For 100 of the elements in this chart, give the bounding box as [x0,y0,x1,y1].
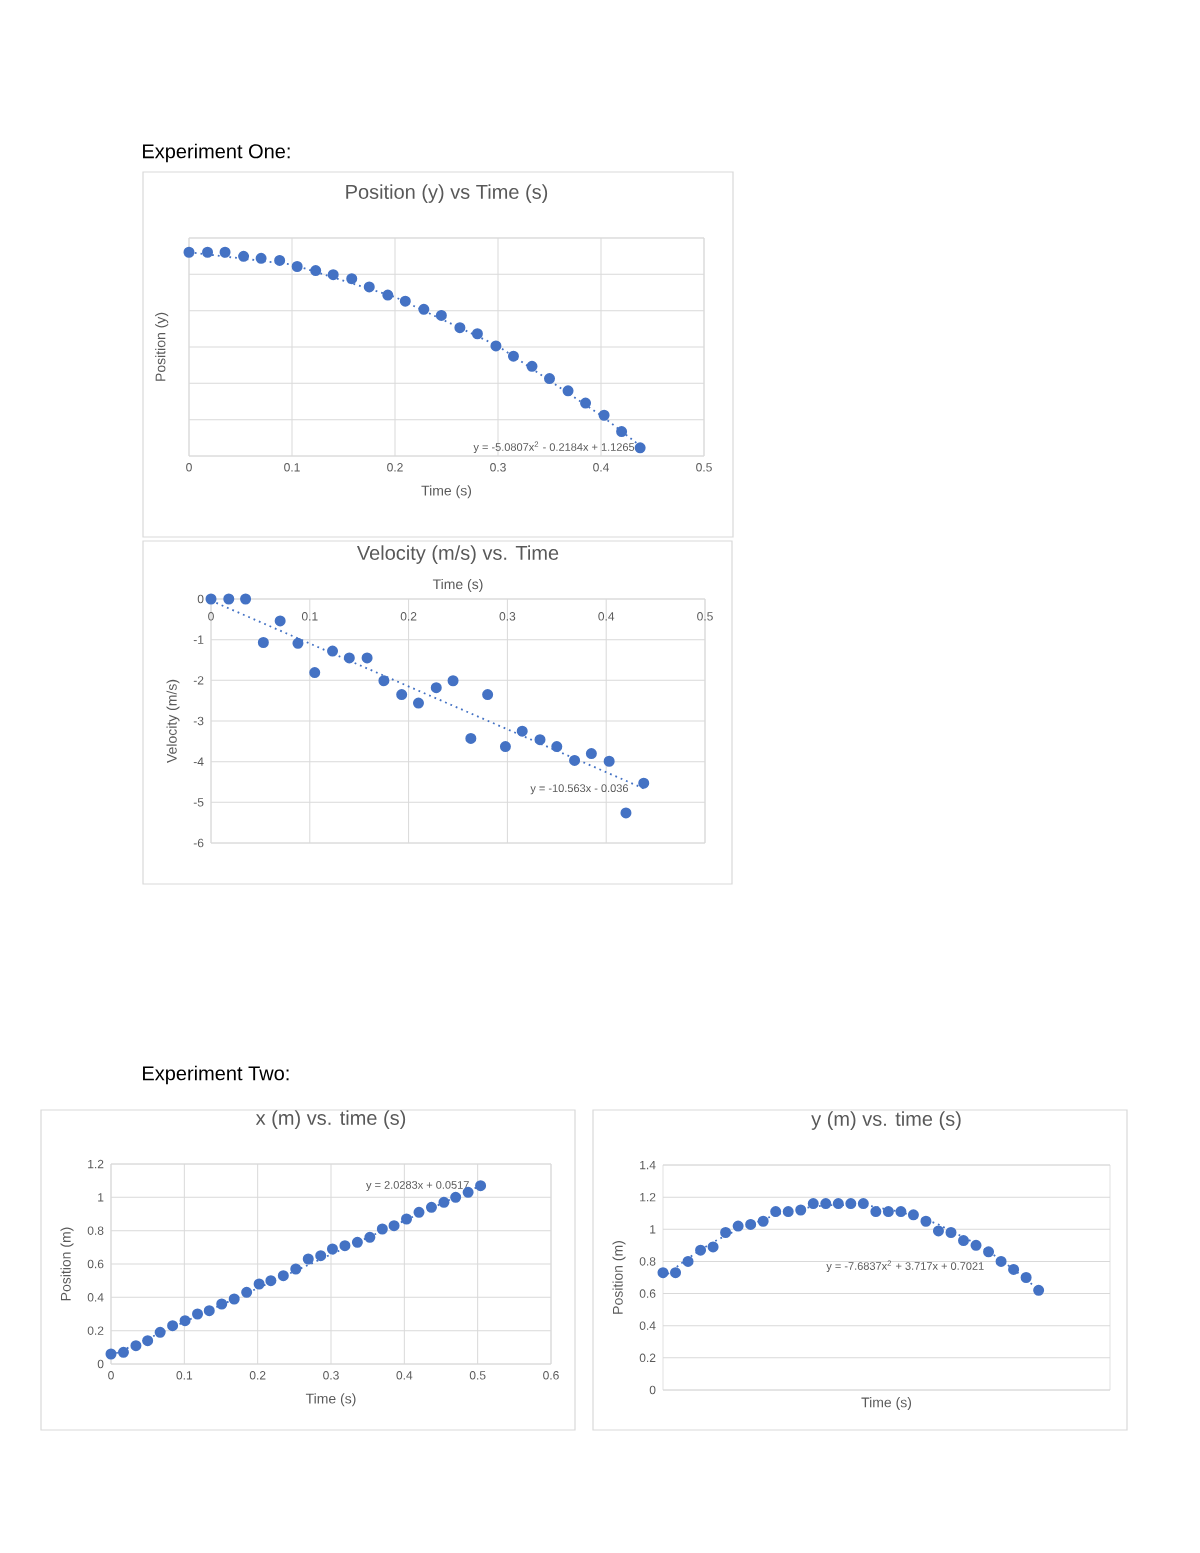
point [203,1305,215,1317]
point [388,1220,400,1232]
point [435,309,447,321]
point [255,252,267,264]
point [378,675,390,687]
y-axis-title: Position (y) [155,312,169,381]
point [544,373,556,385]
point [382,289,394,301]
point [401,1213,413,1225]
point [413,1206,425,1218]
point [970,1239,982,1251]
point [707,1241,719,1253]
point [585,748,597,760]
point [425,1201,437,1213]
y-tick-label: -4 [193,757,204,766]
point [490,340,502,352]
point [845,1198,857,1210]
y-tick-label: -1 [193,635,204,644]
point [292,637,304,649]
x-tick-label: 0.3 [490,463,506,472]
y-tick-label: 1.2 [640,1192,656,1202]
text: Experiment One: [143,143,290,163]
x-tick-label: 0.1 [284,463,300,472]
chart-title: x (m) vs. time (s) [255,1110,406,1129]
point [438,1196,450,1208]
y-axis-title: Position (m) [60,1227,74,1301]
point [598,409,610,421]
point [346,273,358,285]
point [179,1315,191,1327]
point [657,1267,669,1279]
y-tick-label: 0.8 [87,1226,104,1235]
y-axis-title: Velocity (m/s) [166,679,180,763]
point [361,652,373,664]
point [130,1340,142,1352]
chart-title: Velocity (m/s) vs. Time [356,545,559,564]
x-tick-label: 0.3 [323,1371,339,1380]
point [732,1220,744,1232]
x-axis-title: Time (s) [861,1397,912,1411]
point [757,1215,769,1227]
annotation: y = 2.0283x + 0.0517 [366,1181,469,1191]
point [241,1286,253,1298]
point [569,754,581,766]
point [412,697,424,709]
x-axis-title: Time (s) [421,485,472,499]
point [562,385,574,397]
y-tick-label: 0.4 [639,1321,656,1330]
point [430,682,442,694]
y-tick-label: 0.4 [87,1293,104,1302]
y-tick-label: -2 [193,676,204,685]
chart-title: y (m) vs. time (s) [811,1111,961,1130]
point [450,1191,462,1203]
point [616,426,628,438]
point [302,1253,314,1265]
x-tick-label: 0.4 [598,612,615,621]
point [534,734,546,746]
point [551,741,563,753]
x-tick-label: 0 [208,612,214,621]
point [265,1275,277,1287]
y-tick-label: -5 [193,798,204,807]
point [907,1209,919,1221]
point [870,1206,882,1218]
point [240,593,252,605]
y-tick-label: 0 [97,1359,104,1369]
point [154,1326,166,1338]
point [339,1240,351,1252]
y-tick-label: -6 [193,838,204,848]
point [695,1244,707,1256]
x-tick-label: 0 [186,463,192,472]
point [945,1227,957,1238]
point [454,322,466,334]
point [310,265,322,277]
point [167,1320,179,1332]
y-tick-label: 0.2 [87,1326,104,1335]
point [228,1293,240,1305]
point [770,1206,782,1218]
point [482,689,494,701]
point [326,1243,338,1255]
y-tick-label: 0.8 [639,1257,656,1266]
x-tick-label: 0 [108,1371,114,1380]
point [516,725,528,737]
x-tick-label: 0.6 [543,1371,559,1380]
point [603,755,615,767]
point [1020,1272,1032,1283]
y-tick-label: 0 [649,1385,656,1395]
point [995,1255,1007,1267]
point [620,807,632,819]
point [807,1198,819,1210]
annotation: y = -10.563x - 0.036 [530,784,629,795]
point [216,1298,228,1310]
x-tick-label: 0.4 [396,1371,413,1380]
point [638,777,650,789]
point [253,1278,265,1290]
point [117,1346,129,1358]
point [399,295,411,307]
point [832,1198,844,1210]
point [396,689,408,701]
x-tick-label: 0.1 [301,612,318,621]
point [1008,1263,1020,1275]
x-tick-label: 0.4 [593,463,610,472]
annotation: y = -5.0807x$^{2}$ - 0.2184x + 1.1265 [473,441,635,454]
